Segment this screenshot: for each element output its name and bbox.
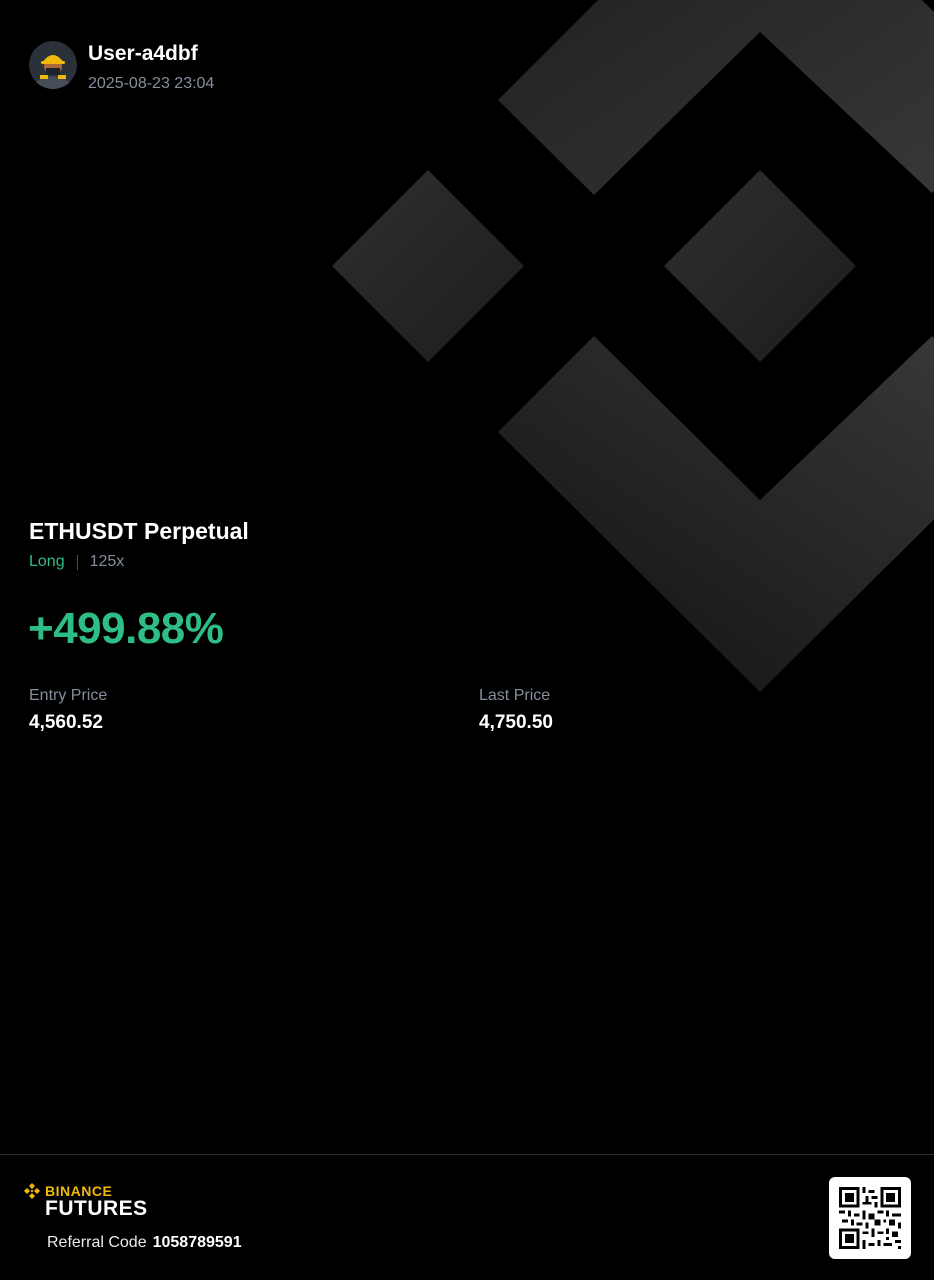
username: User-a4dbf — [88, 42, 198, 65]
last-price-value: 4,750.50 — [479, 712, 553, 733]
user-header: User-a4dbf 2025-08-23 23:04 — [29, 41, 214, 94]
pnl-percent: +499.88% — [28, 604, 224, 653]
brand-binance-text: BINANCE — [45, 1183, 113, 1199]
entry-price-value: 4,560.52 — [29, 712, 103, 733]
brand-futures-text: FUTURES — [45, 1197, 148, 1220]
last-price-label: Last Price — [479, 687, 551, 704]
footer-divider — [0, 1154, 934, 1155]
miner-avatar-icon — [29, 41, 77, 89]
contract-symbol: ETHUSDT Perpetual — [29, 518, 249, 544]
side-divider — [76, 554, 78, 570]
last-price-block: Last Price 4,750.50 — [479, 686, 553, 735]
binance-diamond-icon — [24, 1183, 40, 1199]
position-side: Long — [29, 553, 65, 570]
share-timestamp: 2025-08-23 23:04 — [88, 75, 215, 92]
entry-price-label: Entry Price — [29, 687, 108, 704]
qr-code-icon — [829, 1177, 911, 1259]
binance-futures-logo: BINANCE FUTURES — [23, 1182, 148, 1220]
leverage: 125x — [89, 553, 125, 570]
position-info-row: Long 125x — [29, 552, 124, 572]
referral-label: Referral Code — [47, 1234, 147, 1251]
referral-row: Referral Code 1058789591 — [47, 1233, 242, 1253]
referral-code: 1058789591 — [152, 1234, 242, 1251]
entry-price-block: Entry Price 4,560.52 — [29, 686, 107, 735]
